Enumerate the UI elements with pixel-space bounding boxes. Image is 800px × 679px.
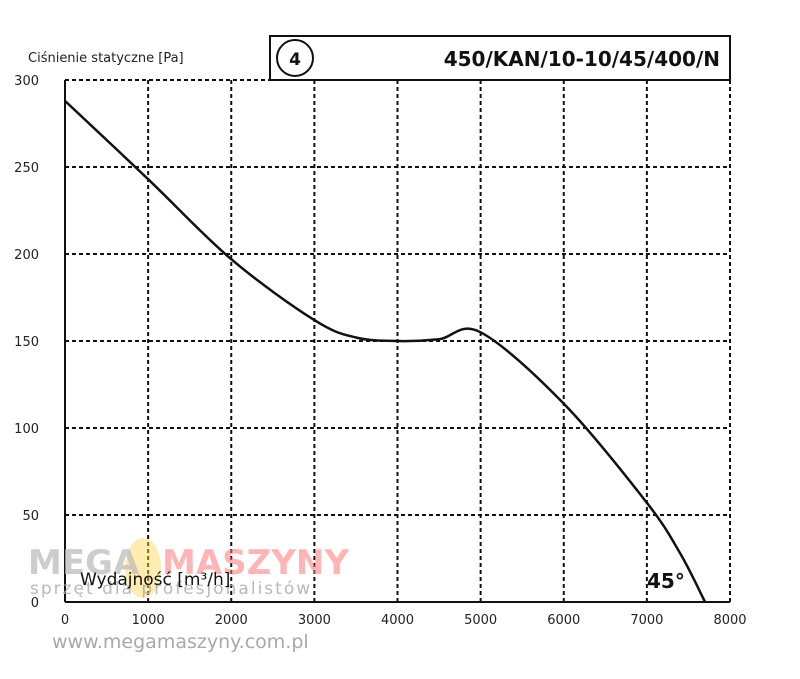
bulb-icon [125,538,161,598]
fan-curve-line [64,99,707,603]
x-tick-label: 4000 [381,613,414,628]
grid-layer [65,79,731,602]
x-tick-label: 0 [61,613,69,628]
x-tick-label: 6000 [547,613,580,628]
axis-layer [64,80,730,603]
x-tick-label: 3000 [298,613,331,628]
tick-layer: 0 1000 2000 3000 4000 5000 6000 7000 8000 0 50 100 1… [14,74,746,628]
x-tick-label: 1000 [132,613,165,628]
x-axis-label: Wydajność [m³/h] [80,570,230,590]
y-tick-label: 0 [31,596,39,611]
watermark-brand-right: MASZYNY [162,543,349,583]
y-tick-label: 150 [14,335,39,350]
x-tick-label: 8000 [713,613,746,628]
model-box [269,35,731,81]
watermark: MEGA MASZYNY sprzęt dla profesjonalistów… [28,538,349,653]
y-tick-label: 300 [14,74,39,89]
y-tick-label: 200 [14,248,39,263]
y-tick-label: 100 [14,422,39,437]
curve-number: 4 [289,50,301,70]
watermark-url: www.megamaszyny.com.pl [52,631,309,653]
y-axis-label: Ciśnienie statyczne [Pa] [28,51,184,66]
x-tick-label: 7000 [630,613,663,628]
y-tick-label: 250 [14,161,39,176]
curve-layer [64,99,707,603]
watermark-tagline: sprzęt dla profesjonalistów [30,579,312,599]
y-tick-label: 50 [22,509,39,524]
x-tick-label: 2000 [215,613,248,628]
model-name: 450/KAN/10-10/45/400/N [444,47,720,71]
blade-angle-label: 45° [647,569,685,593]
watermark-brand-left: MEGA [28,543,140,583]
curve-number-circle [276,39,314,77]
x-tick-label: 5000 [464,613,497,628]
